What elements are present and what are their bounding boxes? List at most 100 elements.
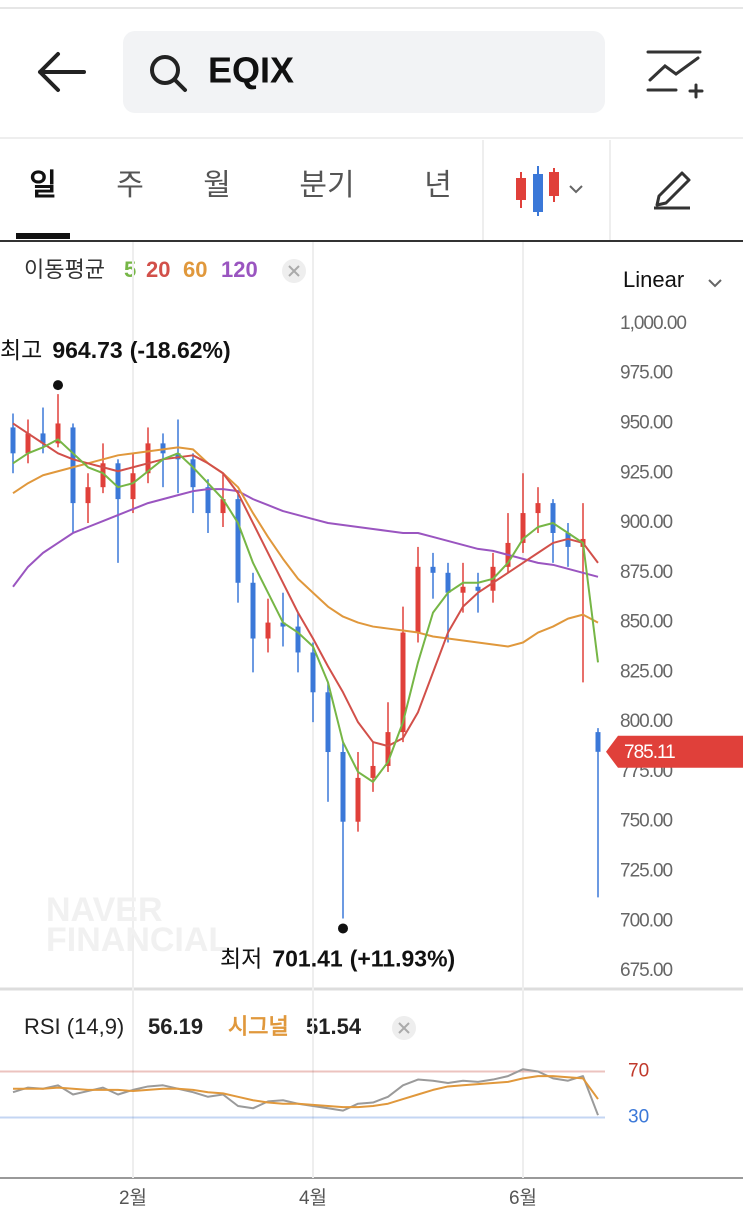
high-marker — [53, 380, 63, 391]
tab-underline — [16, 233, 70, 239]
y-tick-label: 900.00 — [620, 512, 673, 533]
back-button[interactable] — [38, 52, 86, 92]
search-text: EQIX — [208, 50, 294, 91]
draw-button[interactable] — [654, 171, 691, 210]
annotation-value: 964.73 — [52, 337, 122, 363]
annotation-change: (+11.93%) — [350, 946, 456, 972]
close-indicator-button[interactable] — [282, 259, 306, 283]
y-tick-label: 850.00 — [620, 612, 673, 633]
candle-body — [475, 586, 481, 591]
candle-body — [40, 433, 46, 444]
moving-average — [12, 422, 599, 748]
candle-body — [145, 443, 151, 474]
rsi-title: RSI (14,9) — [24, 1014, 124, 1039]
y-tick-label: 950.00 — [620, 412, 673, 433]
candle-body — [295, 626, 301, 653]
candle-body — [70, 427, 76, 504]
y-tick-label: 675.00 — [620, 960, 673, 981]
candle-body — [355, 777, 361, 822]
rsi-value: 56.19 — [148, 1014, 203, 1039]
candle-body — [550, 503, 556, 533]
moving-average — [12, 488, 599, 588]
high-annotation: 최고 964.73 (-18.62%) — [0, 337, 231, 363]
candle-body — [85, 487, 91, 504]
candle-body — [535, 503, 541, 514]
tab[interactable]: 월 — [203, 169, 231, 202]
candle-body — [205, 487, 211, 514]
annotation-label: 최저 — [220, 946, 262, 972]
annotation-change: (-18.62%) — [130, 337, 231, 363]
candle-body — [430, 566, 436, 573]
period-tabs: 일 주 월 분기 년 — [29, 169, 452, 202]
y-tick-label: 30 — [628, 1107, 649, 1128]
candle-body — [400, 632, 406, 733]
candle-body — [55, 423, 61, 444]
candle-body — [325, 692, 331, 753]
annotation-label: 최고 — [0, 337, 42, 363]
candle-body — [445, 572, 451, 593]
tab[interactable]: 년 — [424, 169, 452, 202]
signal-value: 51.54 — [306, 1014, 362, 1039]
compare-icon[interactable] — [646, 50, 704, 99]
tab[interactable]: 분기 — [299, 169, 354, 202]
candle-body — [100, 463, 106, 488]
scale-toggle[interactable]: Linear — [623, 267, 684, 292]
candle-body — [220, 499, 226, 514]
y-tick-label: 800.00 — [620, 711, 673, 732]
y-tick-label: 825.00 — [620, 661, 673, 682]
legend-entry: 60 — [183, 257, 207, 282]
y-tick-label: 725.00 — [620, 861, 673, 882]
chart-type-button[interactable] — [516, 166, 583, 216]
candle-body — [235, 499, 241, 583]
candle-body — [280, 622, 286, 627]
rsi-line — [12, 1068, 599, 1116]
y-tick-label: 750.00 — [620, 811, 673, 832]
candle-body — [340, 752, 346, 822]
signal-label: 시그널 — [228, 1014, 289, 1039]
candle-body — [130, 473, 136, 500]
x-tick-label: 4월 — [299, 1187, 327, 1209]
x-tick-label: 6월 — [509, 1187, 537, 1209]
candle-body — [415, 566, 421, 633]
candle-body — [385, 732, 391, 766]
candle-body — [190, 459, 196, 488]
low-annotation: 최저 701.41 (+11.93%) — [220, 946, 455, 972]
watermark: FINANCIAL — [46, 921, 229, 959]
candle-body — [25, 433, 31, 454]
close-indicator-button[interactable] — [392, 1016, 416, 1040]
x-tick-label: 2월 — [119, 1187, 147, 1209]
low-marker — [338, 923, 348, 934]
search-box[interactable] — [123, 31, 605, 113]
candle-body — [115, 463, 121, 500]
y-tick-label: 1,000.00 — [620, 313, 686, 334]
legend-title: 이동평균 — [24, 257, 105, 282]
last-price-badge — [606, 735, 743, 768]
search-icon — [150, 55, 187, 92]
rsi-line — [13, 1075, 599, 1109]
legend-entry: 20 — [146, 257, 170, 282]
candle-body — [250, 582, 256, 639]
annotation-value: 701.41 — [272, 946, 343, 972]
chevron — [708, 279, 722, 288]
watermark: NAVER — [46, 891, 163, 929]
candle-body — [595, 732, 601, 752]
candle-body — [370, 765, 376, 778]
y-tick-label: 925.00 — [620, 462, 673, 483]
moving-average — [12, 446, 599, 648]
candle-body — [520, 513, 526, 543]
tab[interactable]: 일 — [29, 169, 57, 202]
candle-body — [310, 652, 316, 693]
y-tick-label: 70 — [628, 1061, 649, 1082]
y-tick-label: 975.00 — [620, 363, 673, 384]
candle-body — [265, 622, 271, 639]
candle-body — [460, 586, 466, 593]
last-price-label: 785.11 — [624, 742, 675, 763]
tab[interactable]: 주 — [116, 169, 144, 202]
y-tick-label: 700.00 — [620, 910, 673, 931]
legend-entry: 5 — [124, 257, 136, 282]
candle-body — [10, 427, 16, 454]
y-tick-label: 875.00 — [620, 562, 673, 583]
legend-entry: 120 — [221, 257, 258, 282]
